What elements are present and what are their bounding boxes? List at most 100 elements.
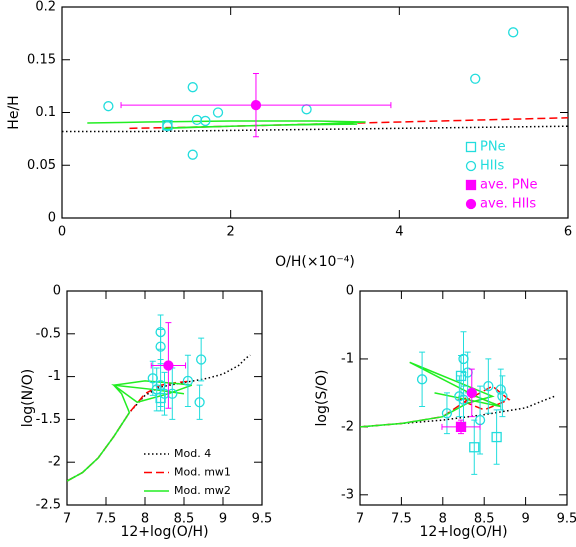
model-line	[360, 385, 511, 428]
y-tick-label: 0.05	[27, 158, 56, 173]
legend-label: PNe	[480, 140, 506, 155]
x-tick-label: 8.5	[174, 512, 195, 527]
plot-frame	[359, 290, 568, 506]
x-tick-label: 8	[141, 512, 149, 527]
y-tick-label: 0.1	[35, 105, 56, 120]
y-axis-label: log(N/O)	[20, 369, 36, 427]
y-tick-label: 0	[48, 211, 56, 226]
plot-area	[67, 314, 251, 482]
x-tick-label: 7.5	[96, 512, 117, 527]
y-tick-label: 0.2	[35, 0, 56, 15]
legend-label: Mod. mw2	[174, 484, 231, 497]
y-error-bar	[198, 337, 205, 382]
marker	[455, 421, 467, 433]
legend-label: ave. PNe	[480, 178, 537, 193]
marker	[470, 73, 481, 84]
model-line	[67, 354, 251, 482]
x-tick-label: 0	[58, 225, 66, 240]
marker	[187, 149, 198, 160]
x-tick-label: 9.5	[557, 512, 576, 527]
y-error-bar	[157, 329, 164, 365]
marker	[155, 341, 166, 352]
marker	[466, 387, 477, 399]
model-line	[360, 395, 555, 428]
x-tick-label: 7.5	[391, 512, 412, 527]
marker	[301, 104, 312, 115]
x-tick-label: 8.5	[474, 512, 495, 527]
y-error-bar	[184, 354, 191, 408]
marker	[167, 388, 178, 399]
model-line	[129, 117, 568, 130]
plot-area	[360, 331, 555, 475]
marker	[416, 374, 428, 385]
y-tick-label: -2.5	[36, 498, 61, 513]
legend-label: Mod. mw1	[174, 466, 231, 479]
x-tick-label: 2	[227, 225, 235, 240]
y-tick-label: -1	[48, 369, 61, 384]
y-tick-label: -0.5	[36, 326, 61, 341]
marker	[147, 373, 158, 384]
x-tick-label: 8	[439, 512, 447, 527]
y-error-bar	[499, 375, 506, 418]
legend-swatch	[465, 198, 477, 210]
y-tick-label: -3	[341, 487, 354, 502]
y-error-bar	[456, 375, 463, 418]
x-tick-label: 7	[63, 512, 71, 527]
legend-label: HIIs	[480, 159, 504, 174]
marker	[187, 82, 198, 93]
y-error-bar	[419, 351, 426, 407]
y-tick-label: -1.5	[36, 412, 61, 427]
y-error-bar	[196, 384, 203, 420]
x-tick-label: 9.5	[252, 512, 273, 527]
y-tick-label: 0	[53, 284, 61, 299]
model-line	[87, 120, 366, 130]
marker	[191, 114, 203, 126]
legend-label: ave. HIIs	[480, 197, 536, 212]
x-tick-label: 4	[395, 225, 403, 240]
marker	[497, 391, 508, 402]
y-axis-label: log(S/O)	[314, 370, 330, 427]
y-tick-label: -2	[48, 455, 61, 470]
marker	[182, 375, 194, 387]
x-axis-label: 12+log(O/H)	[419, 524, 507, 540]
marker	[508, 27, 519, 38]
plot-area	[62, 27, 568, 160]
marker	[194, 397, 205, 408]
marker	[458, 394, 469, 405]
panel: 7 7.5 8 8.5 9 9.5 0 -1 -2 -3 12+log(O/H) log(S/O)	[314, 284, 576, 541]
y-error-bar	[485, 358, 492, 414]
legend-swatch	[465, 160, 477, 172]
marker	[162, 121, 173, 132]
y-error-bar	[493, 409, 500, 465]
model-line	[62, 125, 568, 133]
marker	[159, 388, 170, 399]
panel: 7 7.5 8 8.5 9 9.5 0 -0.5 -1 -1.5 -2 -2.5 12+log(O/H)…	[20, 284, 272, 541]
marker	[196, 354, 207, 365]
y-error-bar	[477, 385, 484, 455]
marker	[483, 380, 494, 392]
legend-swatch	[465, 179, 477, 191]
x-tick-label: 7	[356, 512, 364, 527]
marker	[469, 442, 480, 453]
y-tick-label: 0	[346, 284, 354, 299]
marker	[163, 360, 174, 371]
model-line	[67, 380, 193, 482]
x-axis-label: 12+log(O/H)	[120, 524, 208, 540]
y-error-bar	[471, 419, 478, 475]
marker	[103, 101, 114, 112]
y-tick-label: 0.15	[27, 52, 56, 67]
x-axis-label: O/H(×10⁻⁴)	[275, 254, 355, 270]
marker	[212, 107, 224, 118]
y-tick-label: -2	[341, 419, 354, 434]
x-tick-label: 9	[521, 512, 529, 527]
y-error-bar	[157, 358, 164, 412]
x-tick-label: 6	[564, 225, 572, 240]
x-tick-label: 9	[219, 512, 227, 527]
marker	[155, 380, 166, 391]
legend-label: Mod. 4	[174, 447, 211, 460]
marker	[491, 431, 502, 443]
y-error-bar	[161, 371, 168, 416]
marker	[200, 115, 211, 127]
y-axis-label: He/H	[6, 95, 22, 129]
